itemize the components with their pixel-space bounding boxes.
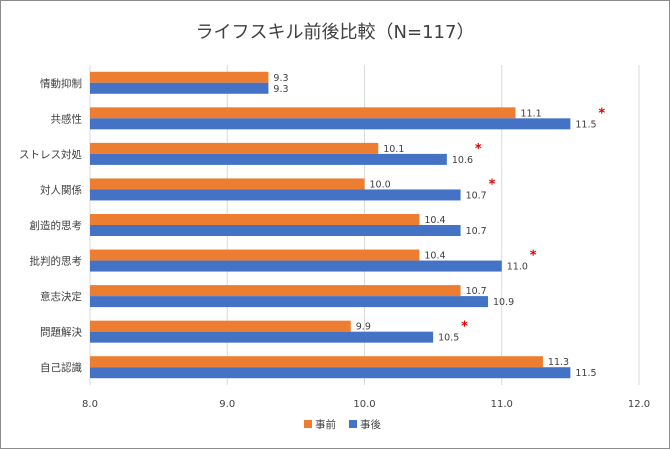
bar-pre	[90, 214, 420, 225]
data-label: 10.7	[466, 286, 487, 297]
data-label: 10.6	[452, 155, 473, 166]
category-label: 意志決定	[40, 290, 82, 303]
data-label: 10.9	[493, 297, 514, 308]
data-label: 9.9	[356, 322, 371, 333]
bar-pre	[90, 356, 543, 368]
bar-pre	[90, 249, 420, 261]
data-label: 10.5	[438, 333, 459, 344]
data-label: 10.0	[370, 179, 391, 190]
bar-pre	[90, 71, 269, 83]
bar-post	[90, 118, 571, 130]
bar-post	[90, 153, 447, 165]
data-labels: 9.39.311.111.5*10.110.6*10.010.7*10.410.…	[273, 73, 605, 379]
bar-post	[90, 189, 461, 201]
data-label: 10.1	[383, 144, 404, 155]
x-tick-label: 11.0	[491, 399, 513, 410]
data-label: 10.7	[466, 190, 487, 201]
category-label: 対人関係	[40, 183, 82, 196]
data-label: 10.4	[424, 215, 445, 226]
bar-pre	[90, 285, 461, 297]
data-label: 11.3	[548, 357, 569, 368]
data-label: 10.7	[466, 226, 487, 237]
category-label: 共感性	[51, 112, 83, 125]
bar-pre	[90, 142, 379, 154]
data-label: 11.0	[507, 262, 528, 273]
data-label: 9.3	[273, 84, 288, 95]
category-label: 情動抑制	[40, 77, 82, 90]
bar-post	[90, 331, 434, 343]
legend-label: 事後	[360, 418, 381, 431]
bar-post	[90, 82, 269, 94]
legend-swatch	[304, 420, 312, 428]
x-tick-label: 8.0	[82, 399, 98, 410]
legend-label: 事前	[315, 418, 336, 431]
bar-post	[90, 367, 571, 379]
bar-post	[90, 225, 461, 236]
bar-pre	[90, 320, 351, 332]
data-label: 11.5	[575, 119, 596, 130]
category-label: 創造的思考	[30, 219, 83, 232]
legend: 事前 事後	[304, 418, 381, 431]
chart-title: ライフスキル前後比較（N=117）	[196, 22, 475, 43]
significance-star: *	[475, 142, 482, 157]
data-label: 11.5	[575, 368, 596, 379]
category-label: 批判的思考	[30, 255, 83, 268]
bar-pre	[90, 178, 365, 190]
x-tick-labels: 8.0 9.0 10.0 11.0 12.0	[82, 399, 650, 410]
data-label: 10.4	[424, 251, 445, 262]
category-label: ストレス対処	[19, 148, 82, 161]
significance-star: *	[598, 106, 605, 121]
significance-star: *	[461, 320, 468, 335]
x-tick-label: 12.0	[628, 399, 650, 410]
bar-post	[90, 260, 502, 272]
bar-pre	[90, 107, 516, 119]
bars	[90, 71, 571, 379]
data-label: 11.1	[520, 108, 541, 119]
x-tick-label: 10.0	[353, 399, 375, 410]
category-label: 問題解決	[40, 326, 82, 339]
legend-swatch	[349, 420, 357, 428]
significance-star: *	[530, 249, 537, 264]
data-label: 9.3	[273, 73, 288, 84]
category-label: 自己認識	[40, 361, 82, 374]
bar-post	[90, 296, 489, 308]
significance-star: *	[489, 177, 496, 192]
x-tick-label: 9.0	[219, 399, 235, 410]
